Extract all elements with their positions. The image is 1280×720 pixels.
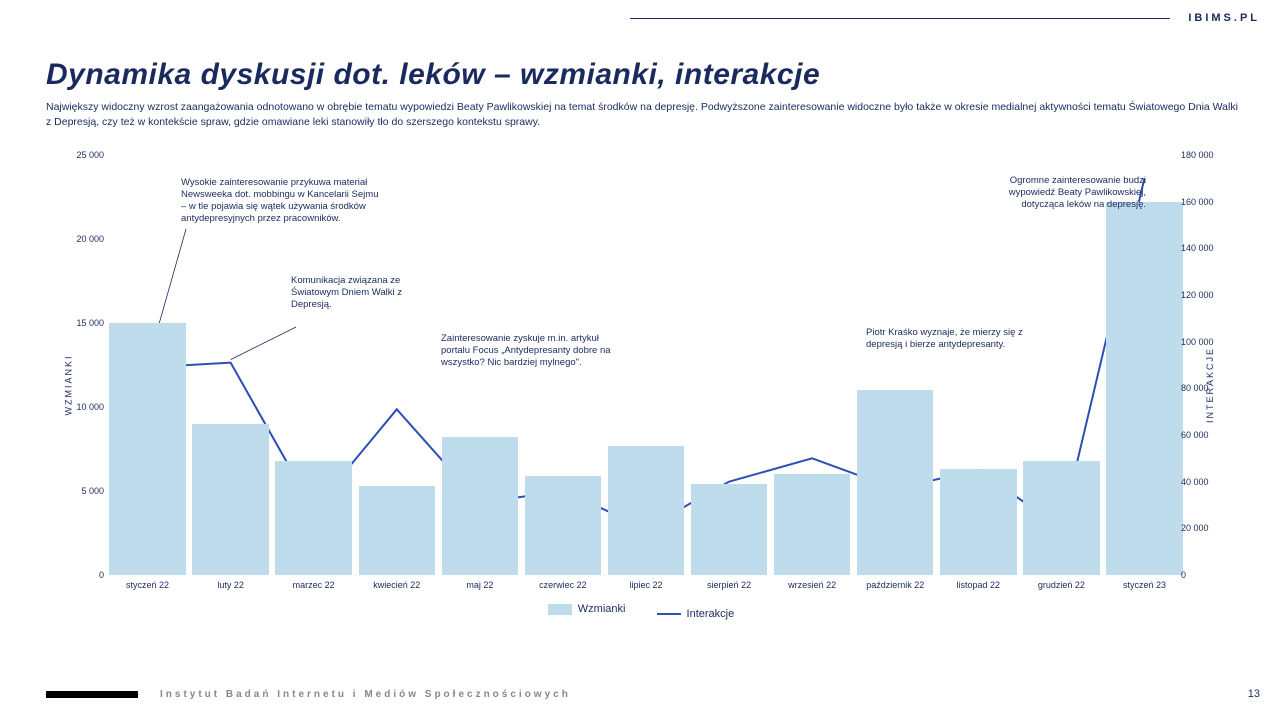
bar [1023, 461, 1099, 575]
bar [1106, 202, 1182, 575]
y-right-tick: 40 000 [1181, 477, 1226, 487]
x-tick: maj 22 [466, 580, 493, 590]
x-tick: lipiec 22 [629, 580, 662, 590]
y-right-tick: 20 000 [1181, 523, 1226, 533]
y-right-tick: 100 000 [1181, 337, 1226, 347]
x-tick: luty 22 [217, 580, 244, 590]
bar [608, 446, 684, 575]
y-right-tick: 180 000 [1181, 150, 1226, 160]
x-tick: czerwiec 22 [539, 580, 587, 590]
y-right-tick: 120 000 [1181, 290, 1226, 300]
legend-swatch-bar [548, 604, 572, 615]
x-tick: październik 22 [866, 580, 924, 590]
legend-label-bars: Wzmianki [578, 603, 626, 615]
footer-accent-bar [46, 691, 138, 698]
bar [691, 484, 767, 575]
y-right-tick: 0 [1181, 570, 1226, 580]
x-tick: wrzesień 22 [788, 580, 836, 590]
page-subtitle: Największy widoczny wzrost zaangażowania… [46, 100, 1240, 129]
bar [442, 437, 518, 575]
x-tick: listopad 22 [957, 580, 1001, 590]
y-left-tick: 20 000 [66, 234, 104, 244]
bar [109, 323, 185, 575]
bar [857, 390, 933, 575]
chart-legend: Wzmianki Interakcje [46, 603, 1236, 620]
x-tick: grudzień 22 [1038, 580, 1085, 590]
x-tick: styczeń 22 [126, 580, 169, 590]
y-right-tick: 140 000 [1181, 243, 1226, 253]
annotation-leader-line [231, 327, 296, 360]
chart-container: WZMIANKI INTERAKCJE Wysokie zainteresowa… [46, 145, 1236, 625]
page-title: Dynamika dyskusji dot. leków – wzmianki,… [46, 58, 820, 92]
plot-area: Wysokie zainteresowanie przykuwa materia… [106, 155, 1186, 575]
footer-org-name: Instytut Badań Internetu i Mediów Społec… [160, 689, 571, 700]
header-divider [630, 18, 1170, 19]
legend-item-line: Interakcje [657, 608, 735, 620]
chart-annotation: Zainteresowanie zyskuje m.in. artykuł po… [441, 333, 621, 369]
chart-annotation: Piotr Kraśko wyznaje, że mierzy się z de… [866, 327, 1036, 351]
x-tick: sierpień 22 [707, 580, 751, 590]
y-left-tick: 0 [66, 570, 104, 580]
chart-annotation: Ogromne zainteresowanie budzi wypowiedź … [976, 175, 1146, 211]
legend-swatch-line [657, 613, 681, 615]
y-left-tick: 5 000 [66, 486, 104, 496]
chart-annotation: Wysokie zainteresowanie przykuwa materia… [181, 177, 381, 225]
x-tick: kwiecień 22 [373, 580, 420, 590]
legend-item-bars: Wzmianki [548, 603, 626, 615]
y-left-tick: 25 000 [66, 150, 104, 160]
x-tick: marzec 22 [293, 580, 335, 590]
bar [192, 424, 268, 575]
chart-annotation: Komunikacja związana ze Światowym Dniem … [291, 275, 431, 311]
bar [525, 476, 601, 575]
page-number: 13 [1248, 688, 1260, 700]
legend-label-line: Interakcje [687, 608, 735, 620]
bar [275, 461, 351, 575]
y-right-tick: 160 000 [1181, 197, 1226, 207]
y-right-tick: 60 000 [1181, 430, 1226, 440]
y-left-tick: 10 000 [66, 402, 104, 412]
brand-label: IBIMS.PL [1188, 12, 1260, 24]
y-right-tick: 80 000 [1181, 383, 1226, 393]
bar [940, 469, 1016, 575]
x-tick: styczeń 23 [1123, 580, 1166, 590]
y-left-tick: 15 000 [66, 318, 104, 328]
bar [359, 486, 435, 575]
bar [774, 474, 850, 575]
